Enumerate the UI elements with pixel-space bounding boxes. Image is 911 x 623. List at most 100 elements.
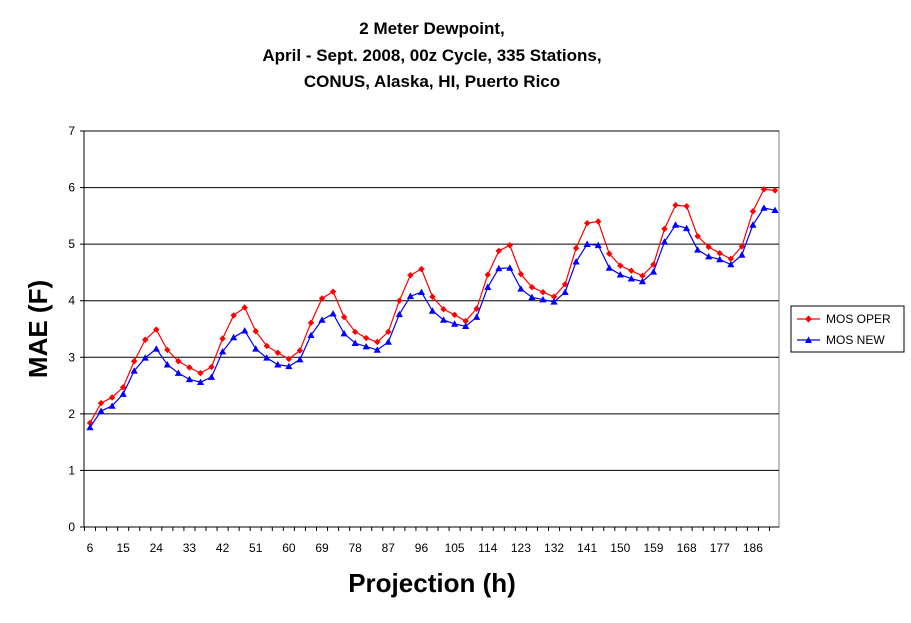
data-point-mos-new [318,316,326,323]
data-point-mos-new [163,361,171,368]
data-point-mos-new [185,375,194,383]
data-point-mos-new [616,271,624,278]
data-point-mos-new [495,264,503,272]
x-tick-label: 132 [544,541,564,555]
data-point-mos-new [97,407,105,414]
data-point-mos-oper [484,271,491,278]
legend: MOS OPER MOS NEW [790,305,905,353]
data-point-mos-new [130,367,138,374]
data-point-mos-oper [230,312,237,319]
data-point-mos-new [86,423,94,431]
x-tick-label: 96 [415,541,429,555]
x-tick-label: 15 [116,541,130,555]
data-point-mos-oper [164,346,171,354]
data-point-mos-new [329,310,337,317]
data-point-mos-oper [296,347,304,354]
data-point-mos-new [517,285,525,292]
data-point-mos-oper [738,243,746,250]
x-tick-label: 105 [445,541,465,555]
x-tick-label: 33 [183,541,197,555]
legend-marker-mos-oper [805,315,812,323]
data-point-mos-oper [97,399,105,407]
data-point-mos-oper [771,187,779,194]
data-point-mos-oper [595,218,602,225]
data-point-mos-new [738,251,746,258]
data-point-mos-oper [108,394,116,401]
data-point-mos-new [484,283,492,290]
chart-title-line-3: CONUS, Alaska, HI, Puerto Rico [304,72,560,91]
data-point-mos-new [594,241,602,249]
data-point-mos-oper [528,283,536,291]
data-point-mos-new [605,264,613,271]
data-point-mos-oper [583,220,591,227]
legend-marker-mos-new [805,336,812,343]
data-point-mos-new [572,258,580,265]
data-point-mos-oper [716,249,723,257]
x-tick-label: 186 [743,541,763,555]
data-point-mos-oper [153,326,160,333]
data-point-mos-new [174,369,182,376]
x-tick-label: 141 [577,541,597,555]
data-point-mos-oper [639,272,646,280]
data-point-mos-new [384,338,392,345]
data-point-mos-new [428,307,437,314]
y-tick-label: 6 [68,181,75,195]
data-point-mos-oper [351,328,359,336]
data-point-mos-new [307,331,315,339]
data-point-mos-oper [241,304,248,311]
data-point-mos-new [285,362,293,370]
x-axis-title: Projection (h) [348,568,516,598]
data-point-mos-oper [130,358,138,365]
data-point-mos-new [671,221,680,228]
x-tick-label: 168 [677,541,697,555]
data-point-mos-oper [142,336,149,343]
x-tick-label: 150 [610,541,630,555]
data-point-mos-new [296,355,304,363]
data-point-mos-new [539,295,547,303]
data-point-mos-new [760,204,768,211]
data-point-mos-new [749,221,757,228]
data-point-mos-oper [440,306,447,313]
data-point-mos-oper [495,247,502,255]
chart-title: 2 Meter Dewpoint, April - Sept. 2008, 00… [262,19,601,91]
data-point-mos-oper [307,319,315,326]
data-point-mos-oper [705,243,712,251]
data-point-mos-new [362,342,370,350]
data-point-mos-oper [208,363,215,371]
y-tick-label: 5 [68,237,75,251]
y-tick-label: 3 [68,350,75,364]
data-point-mos-new [196,378,205,385]
data-point-mos-oper [550,293,558,300]
data-point-mos-oper [429,293,436,300]
data-point-mos-oper [197,369,204,377]
data-point-mos-new [462,322,470,329]
data-point-mos-oper [219,335,226,342]
data-point-mos-new [230,333,238,341]
data-point-mos-new [108,402,116,409]
data-point-mos-new [528,293,536,301]
x-tick-label: 159 [643,541,663,555]
x-axis: 6 15 24 33 42 51 60 69 78 87 96 105 114 123 132 141 150 1… [83,526,779,555]
data-point-mos-new [683,224,691,232]
x-tick-label: 42 [216,541,230,555]
x-tick-label: 6 [87,541,94,555]
data-point-mos-oper [561,281,569,288]
data-point-mos-oper [628,267,635,274]
legend-label-mos-new: MOS NEW [826,333,885,347]
data-point-mos-oper [329,288,337,295]
data-point-mos-oper [683,203,690,210]
data-point-mos-new [351,339,359,346]
data-point-mos-oper [340,313,348,321]
data-point-mos-new [252,345,260,352]
data-point-mos-oper [539,289,547,296]
data-point-mos-new [274,361,282,368]
series-layer [86,186,779,431]
x-tick-label: 60 [282,541,296,555]
data-point-mos-oper [506,242,514,249]
y-tick-label: 2 [68,407,75,421]
data-point-mos-oper [572,244,580,252]
data-point-mos-oper [606,250,613,257]
data-point-mos-new [727,260,735,268]
gridlines [84,130,779,471]
